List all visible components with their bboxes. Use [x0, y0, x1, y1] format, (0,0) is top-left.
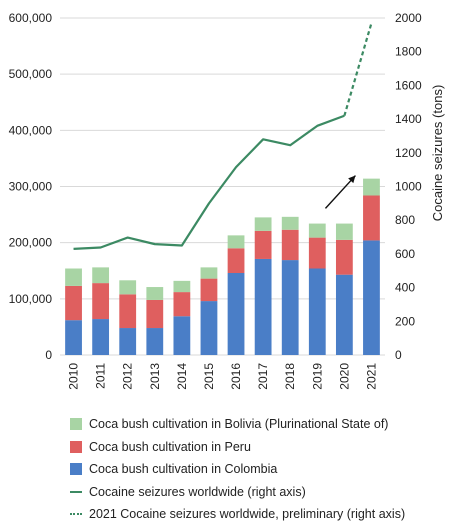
legend-swatch	[70, 440, 82, 453]
right-tick-label: 2000	[395, 11, 422, 25]
bar-segment	[308, 223, 326, 238]
bar-segment	[227, 248, 245, 273]
legend: Coca bush cultivation in Bolivia (Plurin…	[70, 413, 460, 526]
x-tick-label: 2012	[121, 363, 135, 390]
bar-segment	[119, 328, 137, 355]
bar-segment	[65, 268, 82, 286]
right-tick-label: 600	[395, 247, 415, 261]
legend-swatch	[70, 463, 82, 476]
left-tick-label: 500,000	[9, 67, 53, 81]
arrow-shaft	[324, 175, 356, 209]
x-tick-label: 2016	[229, 363, 243, 390]
bar-segment	[146, 299, 164, 329]
x-tick-label: 2021	[364, 363, 378, 390]
bar-segment	[335, 223, 353, 240]
bar-segment	[92, 319, 110, 355]
legend-item: Coca bush cultivation in Bolivia (Plurin…	[70, 413, 460, 436]
right-tick-label: 200	[395, 314, 415, 328]
annotation-arrow	[324, 175, 356, 209]
right-tick-label: 1400	[395, 112, 422, 126]
combo-chart: 0 100,000 200,000 300,000 400,000 500,000 600,…	[9, 11, 445, 390]
bar-segment	[227, 235, 245, 249]
x-tick-label: 2013	[148, 363, 162, 390]
x-tick-label: 2014	[175, 363, 189, 390]
seizures-line	[73, 114, 345, 250]
bar-segment	[281, 260, 299, 355]
bar-segment	[65, 320, 82, 355]
left-tick-label: 600,000	[9, 11, 53, 25]
bar-segment	[173, 280, 191, 293]
bar-segment	[200, 278, 218, 302]
left-tick-label: 0	[45, 348, 52, 362]
bar-segment	[281, 229, 299, 261]
bar-segment	[363, 195, 380, 241]
bar-segment	[254, 258, 272, 355]
right-tick-label: 400	[395, 281, 415, 295]
bar-segment	[335, 274, 353, 355]
seizures-preliminary-line	[343, 22, 373, 117]
legend-line-swatch	[70, 490, 82, 493]
bar-segment	[254, 217, 272, 231]
bar-segment	[200, 267, 218, 279]
x-tick-label: 2010	[67, 363, 81, 390]
legend-label: Cocaine seizures worldwide (right axis)	[89, 484, 306, 499]
legend-item: Coca bush cultivation in Peru	[70, 436, 460, 459]
bar-segment	[281, 216, 299, 230]
x-tick-label: 2019	[310, 363, 324, 390]
legend-item: Coca bush cultivation in Colombia	[70, 458, 460, 481]
legend-item: 2021 Cocaine seizures worldwide, prelimi…	[70, 503, 460, 526]
right-tick-label: 1600	[395, 78, 422, 92]
right-tick-label: 1800	[395, 45, 422, 59]
left-axis-ticks: 0 100,000 200,000 300,000 400,000 500,000 600,…	[9, 11, 53, 362]
x-tick-label: 2018	[283, 363, 297, 390]
left-tick-label: 100,000	[9, 292, 53, 306]
legend-swatch	[70, 418, 82, 431]
bar-series	[65, 178, 380, 355]
bar-segment	[308, 268, 326, 355]
left-tick-label: 200,000	[9, 236, 53, 250]
bar-segment	[363, 240, 380, 355]
legend-label: Coca bush cultivation in Colombia	[89, 462, 278, 477]
line-series	[73, 22, 373, 250]
legend-dash-swatch	[70, 513, 82, 516]
legend-item: Cocaine seizures worldwide (right axis)	[70, 481, 460, 504]
bar-segment	[254, 230, 272, 259]
legend-label: 2021 Cocaine seizures worldwide, prelimi…	[89, 507, 406, 522]
bar-segment	[335, 239, 353, 275]
legend-label: Coca bush cultivation in Bolivia (Plurin…	[89, 417, 389, 432]
x-tick-label: 2011	[94, 363, 108, 389]
bar-segment	[146, 287, 164, 300]
right-axis-ticks: 0 200 400 600 800 1000 1200 1400 1600 1800 2000	[395, 11, 422, 362]
x-tick-label: 2017	[256, 363, 270, 390]
right-axis-title: Cocaine seizures (tons)	[430, 85, 445, 222]
bar-segment	[200, 301, 218, 355]
bar-segment	[173, 292, 191, 317]
bar-segment	[119, 280, 137, 295]
bar-segment	[92, 267, 110, 284]
left-tick-label: 400,000	[9, 123, 53, 137]
x-tick-label: 2015	[202, 363, 216, 390]
bar-segment	[363, 178, 380, 196]
bar-segment	[65, 285, 82, 321]
right-tick-label: 0	[395, 348, 402, 362]
bar-segment	[308, 237, 326, 269]
bar-segment	[146, 328, 164, 355]
left-tick-label: 300,000	[9, 180, 53, 194]
arrow-head	[348, 175, 356, 184]
legend-label: Coca bush cultivation in Peru	[89, 439, 251, 454]
bar-segment	[119, 294, 137, 329]
right-tick-label: 800	[395, 213, 415, 227]
bar-segment	[173, 316, 191, 355]
x-axis-ticks: 2010 2011 2012 2013 2014 2015 2016 2017 2018 2019…	[67, 363, 379, 390]
bar-segment	[92, 283, 110, 320]
right-tick-label: 1000	[395, 180, 422, 194]
x-tick-label: 2020	[337, 363, 351, 390]
right-tick-label: 1200	[395, 146, 422, 160]
bar-segment	[227, 272, 245, 355]
